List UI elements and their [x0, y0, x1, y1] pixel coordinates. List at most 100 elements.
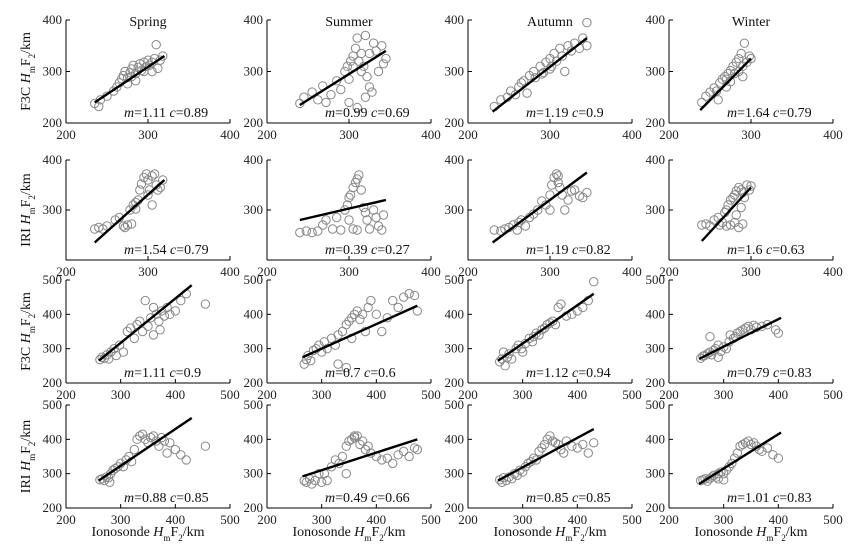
season-title: Autumn: [527, 15, 573, 30]
data-point: [507, 354, 517, 364]
y-tick-label: 200: [646, 375, 666, 390]
data-point: [528, 66, 539, 77]
x-tick-label: 300: [339, 127, 359, 142]
data-point: [122, 220, 133, 230]
data-point: [356, 185, 366, 195]
data-point: [371, 309, 382, 320]
data-point: [357, 436, 368, 446]
data-point: [129, 333, 140, 344]
data-point: [731, 210, 741, 220]
x-tick-label: 300: [339, 264, 359, 279]
y-tick-label: 400: [646, 152, 666, 167]
data-point: [531, 328, 542, 338]
data-point: [539, 323, 550, 333]
y-tick-label: 400: [244, 12, 264, 27]
data-point: [156, 306, 167, 316]
data-point: [151, 40, 161, 50]
x-tick-label: 200: [56, 512, 76, 527]
data-point: [516, 78, 526, 88]
data-point: [409, 290, 420, 301]
data-point: [770, 325, 781, 335]
data-point: [572, 306, 583, 316]
x-tick-label: 400: [421, 127, 441, 142]
data-point: [556, 299, 566, 309]
y-tick-label: 500: [445, 397, 465, 412]
stats-annotation: m=1.11 c=0.89: [124, 106, 208, 121]
data-point: [409, 443, 420, 453]
data-point: [572, 443, 583, 453]
data-point: [341, 319, 351, 330]
data-point: [548, 316, 558, 326]
data-point: [140, 295, 150, 306]
y-axis-label: IRI HmF2/km: [19, 173, 37, 246]
data-point: [147, 171, 157, 181]
x-tick-label: 200: [659, 127, 679, 142]
data-point: [545, 205, 555, 215]
x-tick-label: 200: [257, 264, 277, 279]
data-point: [582, 17, 592, 28]
x-tick-label: 200: [257, 387, 277, 402]
regression-line: [700, 186, 752, 242]
y-tick-label: 300: [43, 64, 63, 79]
data-point: [563, 195, 573, 205]
y-tick-label: 200: [244, 115, 264, 130]
y-tick-label: 300: [43, 202, 63, 217]
x-tick-label: 300: [111, 512, 131, 527]
data-point: [589, 438, 599, 448]
data-point: [717, 74, 727, 84]
data-point: [108, 465, 118, 475]
data-point: [135, 431, 145, 441]
data-point: [393, 450, 403, 460]
regression-line: [302, 438, 418, 478]
x-tick-label: 200: [458, 387, 478, 402]
regression-line: [98, 417, 193, 482]
stats-annotation: m=1.01 c=0.83: [727, 491, 812, 506]
x-tick-label: 500: [823, 512, 843, 527]
x-tick-label: 300: [540, 127, 560, 142]
data-point: [537, 443, 547, 453]
data-point: [332, 212, 342, 223]
data-point: [732, 448, 743, 458]
data-point: [404, 451, 414, 462]
y-tick-label: 400: [43, 152, 63, 167]
data-point: [350, 43, 361, 54]
data-point: [537, 69, 547, 79]
x-tick-label: 200: [56, 264, 76, 279]
y-tick-label: 300: [445, 341, 465, 356]
data-point: [718, 342, 729, 352]
y-tick-label: 500: [244, 272, 264, 287]
data-point: [744, 185, 755, 195]
stats-annotation: m=1.19 c=0.9: [526, 106, 604, 121]
data-point: [705, 331, 715, 342]
data-point: [333, 359, 343, 369]
regression-line: [98, 284, 193, 362]
regression-line: [497, 427, 595, 482]
y-tick-label: 200: [646, 115, 666, 130]
stats-annotation: m=1.54 c=0.79: [124, 243, 209, 258]
data-point: [545, 431, 555, 441]
data-point: [519, 76, 529, 86]
data-point: [336, 84, 346, 95]
data-point: [170, 444, 181, 455]
stats-annotation: m=1.6 c=0.63: [727, 243, 805, 258]
data-point: [120, 66, 130, 77]
data-point: [723, 68, 733, 79]
y-tick-label: 400: [646, 306, 666, 321]
x-tick-label: 300: [741, 127, 761, 142]
data-point: [126, 219, 137, 229]
data-point: [746, 439, 756, 450]
data-point: [743, 436, 753, 446]
data-point: [341, 441, 351, 451]
data-point: [553, 177, 563, 188]
data-point: [360, 207, 371, 218]
data-point: [528, 331, 539, 342]
stats-annotation: m=0.85 c=0.85: [526, 491, 611, 506]
data-point: [336, 225, 346, 235]
x-tick-label: 200: [257, 512, 277, 527]
data-point: [155, 325, 165, 335]
data-point: [307, 479, 317, 489]
data-point: [148, 330, 159, 340]
data-point: [364, 224, 375, 234]
data-point: [103, 354, 114, 364]
data-point: [398, 446, 409, 457]
